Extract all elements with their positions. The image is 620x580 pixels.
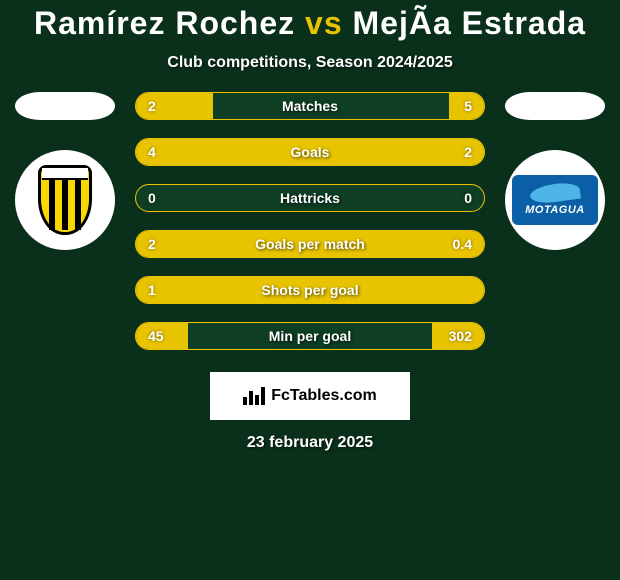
stat-row: 42Goals (135, 138, 485, 166)
vs-label: vs (305, 5, 343, 41)
stat-row: 00Hattricks (135, 184, 485, 212)
stat-bars: 25Matches 42Goals 00Hattricks 20.4Goals per… (125, 92, 495, 368)
stat-label: Min per goal (136, 328, 484, 344)
player-b-name: MejÃ­a Estrada (353, 5, 587, 41)
brand-link[interactable]: FcTables.com (210, 372, 410, 420)
stat-label: Goals (136, 144, 484, 160)
stat-label: Hattricks (136, 190, 484, 206)
eagle-box-icon: MOTAGUA (512, 175, 598, 225)
brand-text: FcTables.com (271, 387, 377, 405)
page-title: Ramírez Rochez vs MejÃ­a Estrada (34, 5, 586, 42)
avatar-player-a (15, 92, 115, 120)
stat-row: 45302Min per goal (135, 322, 485, 350)
club-badge-b[interactable]: MOTAGUA (505, 150, 605, 250)
avatar-player-b (505, 92, 605, 120)
player-a-name: Ramírez Rochez (34, 5, 295, 41)
stat-row: 25Matches (135, 92, 485, 120)
eagle-icon (529, 181, 581, 206)
date-label: 23 february 2025 (247, 434, 373, 452)
comparison-card: Ramírez Rochez vs MejÃ­a Estrada Club co… (0, 0, 620, 452)
stat-label: Shots per goal (136, 282, 484, 298)
subtitle: Club competitions, Season 2024/2025 (167, 54, 452, 72)
club-b-label: MOTAGUA (525, 204, 585, 216)
stat-row: 20.4Goals per match (135, 230, 485, 258)
stat-label: Goals per match (136, 236, 484, 252)
shield-icon (38, 165, 92, 235)
club-badge-a[interactable] (15, 150, 115, 250)
stat-label: Matches (136, 98, 484, 114)
bars-icon (243, 387, 265, 405)
stat-row: 1Shots per goal (135, 276, 485, 304)
side-player-b: MOTAGUA (495, 92, 615, 250)
shield-stripes-icon (42, 180, 88, 230)
main-area: 25Matches 42Goals 00Hattricks 20.4Goals per… (5, 92, 615, 368)
side-player-a (5, 92, 125, 250)
